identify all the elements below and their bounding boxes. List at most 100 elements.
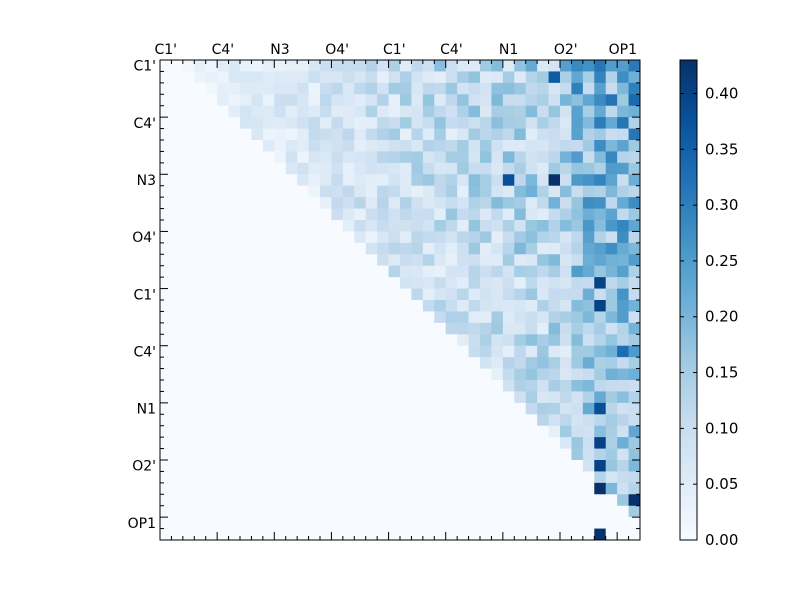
heatmap-cell	[502, 105, 515, 118]
heatmap-cell	[422, 220, 435, 232]
heatmap-cell	[354, 482, 367, 495]
heatmap-cell	[171, 162, 184, 175]
heatmap-cell	[354, 208, 367, 221]
heatmap-cell	[388, 151, 401, 164]
heatmap-cell	[160, 197, 172, 209]
heatmap-cell	[262, 528, 275, 541]
heatmap-cell	[400, 494, 412, 507]
heatmap-cell	[205, 82, 218, 95]
heatmap-cell	[514, 517, 527, 529]
heatmap-cell	[480, 162, 492, 175]
heatmap-cell	[320, 528, 332, 541]
heatmap-cell	[182, 82, 195, 95]
heatmap-cell	[457, 334, 469, 347]
heatmap-cell	[388, 254, 401, 267]
heatmap-cell	[171, 311, 184, 324]
heatmap-cell	[217, 528, 229, 541]
heatmap-cell	[445, 380, 458, 392]
heatmap-cell	[445, 151, 458, 164]
heatmap-cell	[388, 528, 401, 541]
heatmap-cell	[571, 494, 584, 507]
heatmap-cell	[537, 448, 549, 461]
heatmap-cell	[182, 322, 195, 335]
heatmap-cell	[537, 505, 549, 518]
heatmap-cell	[400, 517, 412, 529]
heatmap-cell	[342, 505, 355, 518]
heatmap-cell	[342, 528, 355, 541]
heatmap-cell	[160, 151, 172, 164]
heatmap-cell	[171, 391, 184, 404]
heatmap-cell	[628, 460, 641, 472]
heatmap-cell	[628, 368, 641, 381]
heatmap-cell	[525, 334, 538, 347]
heatmap-cell	[171, 482, 184, 495]
heatmap-cell	[582, 185, 595, 198]
heatmap-cell	[354, 505, 367, 518]
heatmap-cell	[445, 277, 458, 289]
heatmap-cell	[320, 334, 332, 347]
heatmap-cell	[400, 425, 412, 438]
heatmap-cell	[411, 300, 424, 312]
heatmap-cell	[388, 117, 401, 129]
heatmap-cell	[617, 322, 629, 335]
heatmap-cell	[160, 505, 172, 518]
heatmap-cell	[160, 162, 172, 175]
heatmap-cell	[560, 140, 572, 152]
heatmap-cell	[240, 242, 252, 255]
heatmap-cell	[377, 105, 389, 118]
heatmap-cell	[285, 402, 298, 415]
heatmap-cell	[194, 460, 207, 472]
heatmap-cell	[422, 82, 435, 95]
heatmap-cell	[422, 60, 435, 72]
heatmap-cell	[491, 197, 504, 209]
heatmap-cell	[331, 288, 344, 301]
heatmap-cell	[308, 425, 321, 438]
heatmap-cell	[514, 197, 527, 209]
heatmap-cell	[400, 128, 412, 141]
heatmap-cell	[548, 517, 561, 529]
heatmap-cell	[548, 402, 561, 415]
heatmap-cell	[182, 277, 195, 289]
heatmap-cell	[491, 128, 504, 141]
heatmap-cell	[182, 254, 195, 267]
heatmap-cell	[251, 437, 264, 449]
x-tick-label: C4'	[440, 42, 463, 58]
heatmap-cell	[411, 220, 424, 232]
heatmap-cell	[628, 220, 641, 232]
heatmap-cell	[571, 437, 584, 449]
heatmap-cell	[160, 460, 172, 472]
heatmap-cell	[617, 437, 629, 449]
heatmap-cell	[628, 197, 641, 209]
heatmap-cell	[228, 197, 241, 209]
heatmap-cell	[548, 265, 561, 278]
heatmap-cell	[331, 185, 344, 198]
heatmap-cell	[182, 242, 195, 255]
heatmap-cell	[320, 174, 332, 187]
heatmap-cell	[240, 197, 252, 209]
heatmap-cell	[377, 505, 389, 518]
heatmap-cell	[502, 402, 515, 415]
heatmap-cell	[514, 242, 527, 255]
heatmap-cell	[434, 505, 447, 518]
heatmap-cell	[194, 311, 207, 324]
heatmap-cell	[548, 391, 561, 404]
heatmap-cell	[537, 151, 549, 164]
heatmap-cell	[605, 471, 618, 484]
colorbar-tick-label: 0.20	[705, 308, 738, 326]
heatmap-cell	[308, 174, 321, 187]
heatmap-cell	[502, 185, 515, 198]
heatmap-cell	[502, 322, 515, 335]
heatmap-cell	[228, 322, 241, 335]
heatmap-cell	[422, 517, 435, 529]
heatmap-cell	[560, 60, 572, 72]
heatmap-cell	[582, 254, 595, 267]
heatmap-cell	[571, 380, 584, 392]
heatmap-cell	[377, 277, 389, 289]
heatmap-cell	[514, 357, 527, 369]
heatmap-cell	[434, 345, 447, 358]
heatmap-cell	[480, 71, 492, 84]
heatmap-cell	[342, 105, 355, 118]
heatmap-cell	[388, 94, 401, 107]
heatmap-cell	[502, 517, 515, 529]
heatmap-cell	[445, 437, 458, 449]
